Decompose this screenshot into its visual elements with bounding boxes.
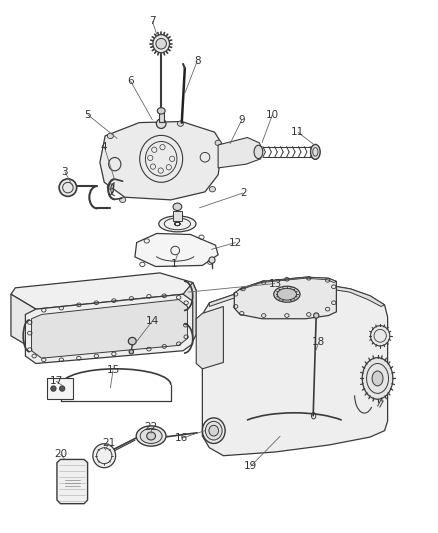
- Text: 16: 16: [175, 433, 188, 443]
- Polygon shape: [160, 282, 196, 351]
- Ellipse shape: [202, 418, 225, 443]
- Ellipse shape: [147, 432, 155, 440]
- Ellipse shape: [215, 140, 221, 146]
- Text: 11: 11: [291, 127, 304, 137]
- Ellipse shape: [128, 337, 136, 345]
- Text: 5: 5: [84, 110, 91, 119]
- Ellipse shape: [136, 426, 166, 446]
- Ellipse shape: [173, 203, 182, 211]
- Ellipse shape: [209, 425, 219, 436]
- Ellipse shape: [254, 145, 263, 159]
- Ellipse shape: [157, 108, 165, 114]
- Ellipse shape: [311, 144, 320, 159]
- Ellipse shape: [120, 197, 126, 203]
- Polygon shape: [135, 233, 218, 266]
- Text: 12: 12: [229, 238, 242, 247]
- Text: 19: 19: [244, 462, 257, 471]
- Ellipse shape: [209, 257, 215, 263]
- Ellipse shape: [362, 358, 393, 399]
- Polygon shape: [234, 277, 336, 319]
- Text: 7: 7: [149, 17, 156, 26]
- Ellipse shape: [274, 286, 300, 302]
- Polygon shape: [25, 294, 193, 364]
- Ellipse shape: [159, 216, 196, 232]
- Ellipse shape: [205, 422, 222, 440]
- Text: 15: 15: [106, 366, 120, 375]
- Ellipse shape: [372, 371, 383, 386]
- Text: 3: 3: [61, 167, 68, 176]
- Ellipse shape: [371, 326, 390, 346]
- Polygon shape: [196, 306, 223, 369]
- Text: 20: 20: [54, 449, 67, 459]
- Ellipse shape: [209, 187, 215, 192]
- Polygon shape: [11, 273, 196, 309]
- Bar: [47, 378, 73, 399]
- Circle shape: [59, 179, 77, 196]
- Text: 8: 8: [194, 56, 201, 66]
- Ellipse shape: [156, 119, 166, 128]
- Text: 17: 17: [49, 376, 63, 386]
- Text: 22: 22: [145, 423, 158, 432]
- Polygon shape: [159, 112, 164, 122]
- Ellipse shape: [129, 350, 134, 354]
- Ellipse shape: [107, 133, 113, 139]
- Ellipse shape: [60, 386, 65, 391]
- Text: 21: 21: [102, 439, 115, 448]
- Text: 4: 4: [101, 142, 108, 151]
- Ellipse shape: [277, 288, 297, 300]
- Polygon shape: [173, 211, 182, 221]
- Ellipse shape: [93, 443, 116, 468]
- Ellipse shape: [107, 184, 113, 189]
- Text: 1: 1: [171, 259, 178, 269]
- Ellipse shape: [156, 38, 166, 49]
- Text: 14: 14: [146, 316, 159, 326]
- Ellipse shape: [51, 386, 56, 391]
- Polygon shape: [218, 138, 263, 168]
- Polygon shape: [100, 122, 223, 200]
- Polygon shape: [240, 277, 336, 290]
- Ellipse shape: [314, 313, 319, 318]
- Text: 9: 9: [238, 115, 245, 125]
- Ellipse shape: [153, 35, 170, 53]
- Polygon shape: [209, 285, 385, 306]
- Polygon shape: [202, 285, 388, 456]
- Ellipse shape: [177, 121, 184, 126]
- Polygon shape: [32, 300, 187, 358]
- Polygon shape: [57, 459, 88, 504]
- Polygon shape: [11, 294, 36, 351]
- Ellipse shape: [140, 429, 162, 443]
- Text: 18: 18: [312, 337, 325, 347]
- Text: 13: 13: [268, 279, 282, 288]
- Text: 2: 2: [240, 188, 247, 198]
- Text: 6: 6: [127, 76, 134, 86]
- Text: 10: 10: [266, 110, 279, 119]
